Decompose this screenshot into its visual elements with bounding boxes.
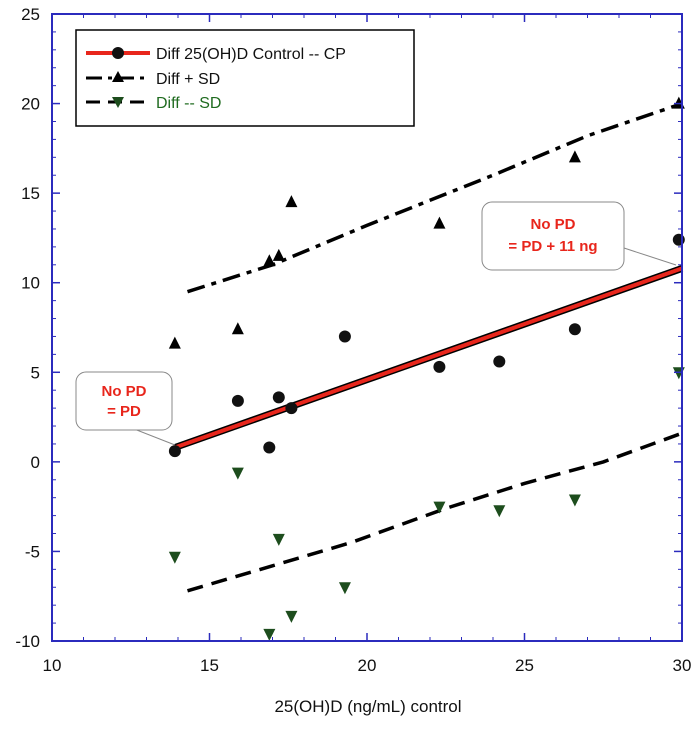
y-tick-label: 20	[21, 95, 40, 114]
point-diff	[263, 441, 276, 454]
diff-line	[174, 266, 683, 450]
callout-no-pd-equal: No PD = PD	[75, 371, 176, 446]
callout-high-line-1: No PD	[531, 216, 576, 233]
point-plus-sd	[568, 150, 581, 163]
y-tick-label: 25	[21, 5, 40, 24]
point-diff	[285, 402, 298, 415]
point-diff	[338, 330, 351, 343]
callout-low-line-1: No PD	[102, 383, 147, 400]
x-tick-label: 30	[673, 656, 692, 675]
point-minus-sd	[272, 533, 285, 546]
y-tick-label: 0	[31, 453, 40, 472]
point-diff	[493, 355, 506, 368]
point-plus-sd	[263, 254, 276, 267]
x-tick-label: 15	[200, 656, 219, 675]
y-tick-label: 10	[21, 274, 40, 293]
legend-label-minus-sd: Diff -- SD	[156, 95, 221, 112]
legend-label-diff: Diff 25(OH)D Control -- CP	[156, 46, 346, 63]
y-tick-label: -5	[25, 542, 40, 561]
axis-ticks: 10 15 20 25 30 -10 -5 0 5 10 15 20 25	[15, 5, 691, 675]
point-diff	[168, 445, 181, 458]
x-tick-label: 20	[358, 656, 377, 675]
callout-high-box	[481, 201, 625, 271]
y-tick-label: 15	[21, 184, 40, 203]
point-minus-sd	[168, 551, 181, 564]
point-plus-sd	[168, 336, 181, 349]
legend-label-plus-sd: Diff + SD	[156, 71, 220, 88]
point-minus-sd	[231, 467, 244, 480]
point-plus-sd	[433, 216, 446, 229]
point-diff	[568, 323, 581, 336]
point-diff	[433, 360, 446, 373]
x-tick-label: 10	[43, 656, 62, 675]
point-plus-sd	[285, 195, 298, 208]
point-minus-sd	[568, 494, 581, 507]
x-tick-label: 25	[515, 656, 534, 675]
point-plus-sd	[272, 248, 285, 261]
plus-sd-line	[186, 101, 683, 294]
callout-no-pd-plus-11: No PD = PD + 11 ng	[481, 201, 677, 271]
callout-low-line-2: = PD	[107, 403, 141, 420]
callout-low-box	[75, 371, 173, 431]
point-minus-sd	[338, 582, 351, 595]
point-minus-sd	[433, 501, 446, 514]
point-minus-sd	[285, 610, 298, 623]
callout-high-line-2: = PD + 11 ng	[508, 238, 597, 255]
callout-high-pointer	[623, 247, 677, 266]
legend-marker-diff	[112, 47, 124, 59]
minus-sd-line	[187, 431, 683, 593]
y-tick-label: -10	[15, 632, 40, 651]
point-diff	[272, 391, 285, 404]
point-plus-sd	[231, 322, 244, 335]
point-minus-sd	[263, 628, 276, 641]
fit-lines	[173, 101, 684, 593]
y-tick-label: 5	[31, 363, 40, 382]
point-diff	[231, 394, 244, 407]
legend-marker-minus-sd	[112, 97, 124, 108]
legend: Diff 25(OH)D Control -- CP Diff + SD Dif…	[75, 29, 415, 127]
x-axis-title: 25(OH)D (ng/mL) control	[274, 697, 461, 716]
legend-marker-plus-sd	[112, 71, 124, 82]
data-points	[168, 96, 685, 641]
point-minus-sd	[493, 505, 506, 518]
